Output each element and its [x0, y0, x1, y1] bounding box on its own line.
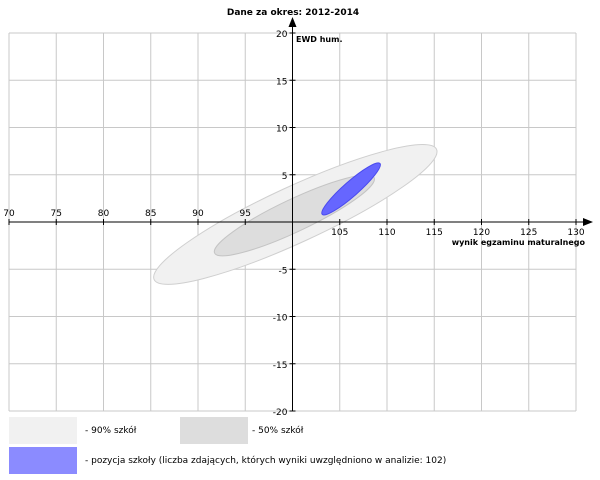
y-tick-label: -15 [273, 361, 288, 371]
x-tick-label: 105 [331, 228, 348, 238]
x-tick-label: 130 [567, 228, 584, 238]
y-tick-label: 5 [282, 172, 288, 182]
x-tick-label: 120 [473, 228, 490, 238]
x-tick-label: 85 [145, 209, 156, 219]
y-axis-arrow [288, 17, 297, 27]
y-tick-label: -20 [273, 408, 288, 418]
y-tick-label: -10 [273, 314, 288, 324]
legend-swatch-50 [180, 417, 248, 444]
x-axis-arrow [583, 218, 593, 226]
x-tick-label: 115 [426, 228, 443, 238]
x-tick-label: 70 [3, 209, 15, 219]
x-tick-label: 80 [98, 209, 110, 219]
axes [8, 17, 593, 412]
chart-title: Dane za okres: 2012-2014 [227, 8, 359, 18]
legend-label-school: - pozycja szkoły (liczba zdających, któr… [85, 456, 447, 466]
x-tick-label: 110 [378, 228, 395, 238]
x-axis-label: wynik egzaminu maturalnego [452, 238, 586, 247]
legend-swatch-90 [9, 417, 77, 444]
y-tick-label: 20 [276, 30, 288, 40]
distribution-regions [153, 144, 438, 285]
legend-swatch-school [9, 447, 77, 474]
x-tick-label: 75 [51, 209, 62, 219]
y-tick-label: 15 [276, 77, 287, 87]
x-tick-label: 90 [192, 209, 204, 219]
y-axis-label: EWD hum. [296, 35, 342, 44]
y-tick-label: -5 [279, 266, 288, 276]
legend-label-90: - 90% szkół [85, 426, 137, 436]
region-school [321, 162, 381, 216]
y-tick-label: 10 [276, 125, 288, 135]
x-tick-label: 125 [520, 228, 537, 238]
x-tick-label: 95 [240, 209, 251, 219]
legend-label-50: - 50% szkół [252, 426, 304, 436]
